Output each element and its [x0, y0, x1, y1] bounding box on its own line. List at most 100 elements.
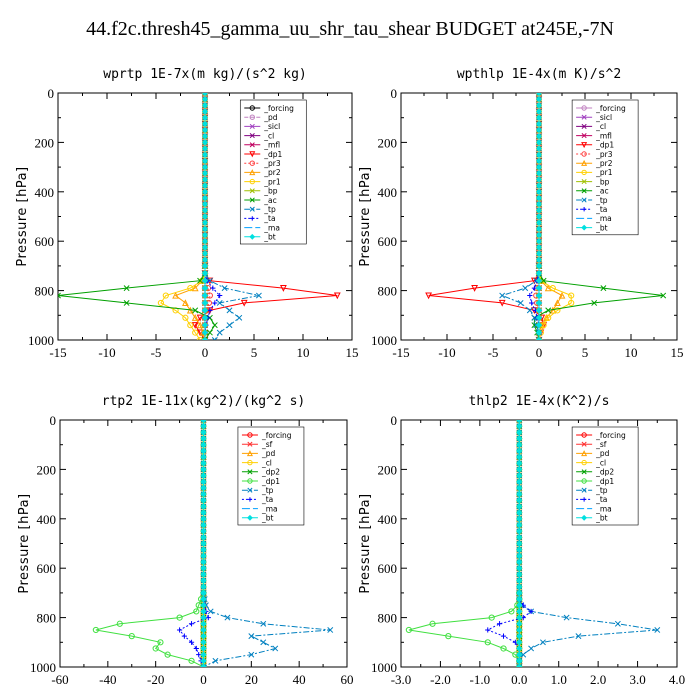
x-tick-label: -40 [99, 672, 116, 687]
series-point [211, 322, 218, 329]
series-point [196, 314, 204, 322]
legend-marker [247, 487, 253, 493]
series-point [200, 565, 207, 572]
series-line-pr2 [174, 93, 206, 340]
series-point [405, 626, 412, 634]
series-point [260, 639, 267, 646]
series-point [200, 645, 207, 652]
series-point [200, 429, 207, 436]
legend-entry: _ma [595, 214, 612, 223]
panel-1: wprtp 1E-7x(m kg)/(s^2 kg) -15 -10 -5 0 5 10 15… [15, 67, 359, 360]
y-tick-label: 200 [35, 135, 55, 150]
legend-entry: _tp [595, 196, 608, 205]
series-point [535, 120, 543, 127]
series-point [201, 270, 209, 277]
series-point [516, 497, 523, 504]
series-point [200, 663, 207, 667]
legend-entry: _ta [595, 205, 607, 214]
x-tick-label: 4.0 [669, 672, 685, 687]
legend-marker [581, 151, 587, 157]
series-point [535, 151, 543, 158]
series-point [201, 292, 209, 299]
legend-marker [250, 216, 255, 221]
series-point [236, 314, 243, 321]
legend-entry: _tp [261, 486, 274, 495]
series-point [535, 231, 543, 239]
series-point [200, 441, 207, 448]
series-layer [405, 420, 661, 667]
series-point [123, 299, 130, 306]
legend-marker [581, 169, 587, 176]
series-point [516, 484, 523, 492]
legend-entry: _ma [595, 504, 612, 513]
series-point [201, 238, 209, 245]
series-point [516, 664, 523, 667]
series-point [201, 188, 209, 195]
series-point [201, 102, 209, 109]
series-layer [58, 93, 341, 340]
series-point [201, 225, 209, 232]
series-point [201, 244, 209, 251]
series-point [522, 285, 529, 292]
legend-marker [581, 224, 588, 231]
series-point [535, 314, 543, 322]
series-point [92, 626, 99, 634]
series-point [188, 621, 195, 627]
series-point [206, 277, 213, 284]
series-point [188, 657, 195, 664]
series-point [201, 182, 209, 189]
series-point [210, 285, 216, 291]
legend-marker [581, 432, 587, 438]
legend-marker [249, 151, 256, 158]
y-axis-label: Pressure [hPa] [17, 493, 32, 593]
x-tick-label: 0 [202, 345, 209, 360]
series-point [201, 133, 209, 140]
x-tick-label: 40 [293, 672, 306, 687]
legend-marker [581, 441, 587, 447]
series-line-tp [204, 93, 260, 340]
series-point [516, 478, 523, 485]
series-point [535, 188, 543, 195]
series-point [333, 292, 341, 300]
legend-marker [249, 142, 255, 148]
legend-entry: _bt [595, 514, 608, 523]
series-point [535, 102, 543, 109]
series-point [515, 651, 523, 658]
series-point [248, 651, 255, 658]
series-layer [92, 420, 334, 667]
series-point [516, 534, 523, 541]
series-point [539, 639, 546, 646]
series-point [200, 577, 207, 584]
series-point [200, 632, 207, 640]
series-point [200, 608, 207, 615]
series-point [172, 291, 180, 299]
series-point [197, 277, 204, 284]
series-point [553, 299, 561, 307]
series-point [201, 207, 209, 214]
x-tick-label: 60 [341, 672, 354, 687]
series-point [128, 633, 135, 640]
series-point [535, 284, 543, 292]
series-point [526, 307, 533, 314]
legend-entry: _cl [595, 122, 606, 131]
x-tick-label: 15 [671, 345, 684, 360]
series-point [201, 256, 209, 263]
legend: _forcing_sicl_cl_mfl_dp1_pr3_pr2_pr1_bp_… [571, 99, 639, 236]
series-point [535, 244, 543, 251]
series-point [500, 633, 507, 639]
series-point [535, 238, 543, 245]
x-tick-label: -2.0 [430, 672, 451, 687]
legend: _forcing_pd_sicl_cl_mfl_dp1_pr3_pr2_pr1_… [239, 99, 307, 245]
panel-title: rtp2 1E-11x(kg^2)/(kg^2 s) [102, 394, 306, 409]
series-point [212, 657, 219, 664]
series-point [200, 497, 207, 504]
series-point [515, 601, 523, 609]
legend-entry: _pd [261, 449, 276, 458]
legend-marker [246, 450, 253, 457]
y-tick-label: 400 [378, 512, 398, 527]
series-point [515, 657, 523, 665]
series-point [485, 627, 491, 633]
legend-entry: _ac [263, 196, 276, 205]
legend-entry: _sf [261, 440, 273, 449]
series-point [200, 453, 207, 461]
